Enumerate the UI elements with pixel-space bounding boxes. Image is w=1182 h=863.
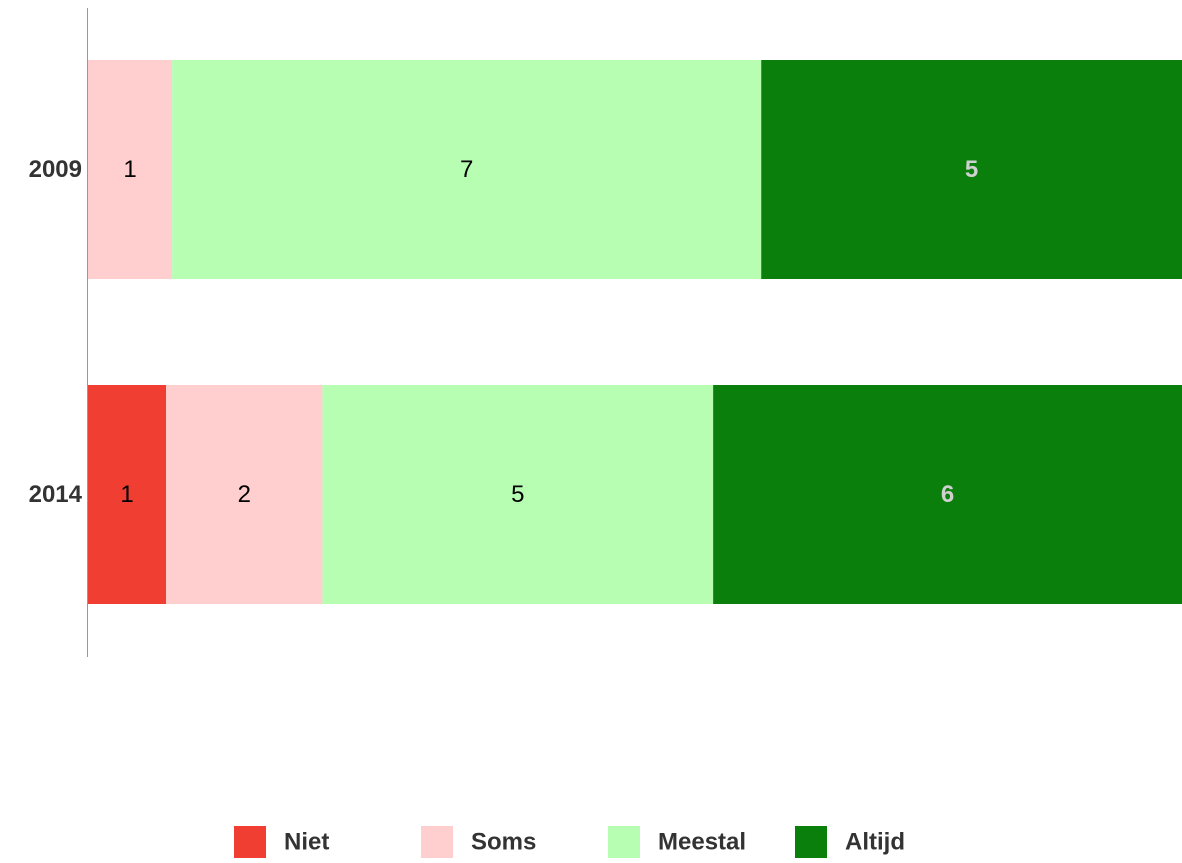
bar-segment xyxy=(713,385,1182,604)
bar-segment xyxy=(761,60,1182,279)
legend-swatch xyxy=(608,826,640,858)
y-tick-label: 2014 xyxy=(29,481,83,508)
value-label: 1 xyxy=(120,481,133,508)
bar-segment xyxy=(172,60,762,279)
value-label: 2 xyxy=(238,481,251,508)
value-label: 6 xyxy=(941,481,954,508)
legend-label: Altijd xyxy=(845,828,905,855)
bar-segment xyxy=(88,60,173,279)
value-label: 7 xyxy=(460,156,473,183)
legend-swatch xyxy=(421,826,453,858)
bar-segment xyxy=(322,385,714,604)
bar-segment xyxy=(88,385,167,604)
legend-label: Niet xyxy=(284,828,329,855)
legend-label: Meestal xyxy=(658,828,746,855)
bar-segment xyxy=(166,385,323,604)
value-label: 1 xyxy=(123,156,136,183)
legend-swatch xyxy=(795,826,827,858)
value-label: 5 xyxy=(965,156,978,183)
y-tick-label: 2009 xyxy=(29,156,82,183)
value-label: 5 xyxy=(511,481,524,508)
legend-label: Soms xyxy=(471,828,536,855)
legend-swatch xyxy=(234,826,266,858)
